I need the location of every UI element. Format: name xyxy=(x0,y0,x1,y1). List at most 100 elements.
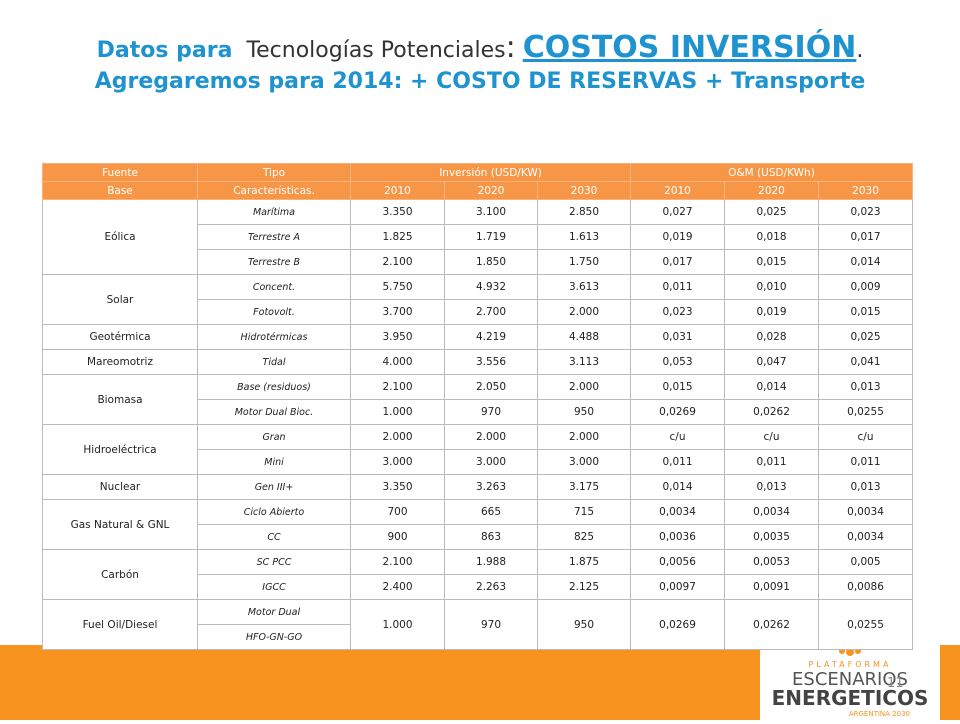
value-cell: 1.875 xyxy=(536,549,632,575)
value-cell: 0,014 xyxy=(818,249,914,275)
value-cell: 825 xyxy=(536,524,632,550)
value-cell: 950 xyxy=(536,599,632,650)
value-cell: 0,014 xyxy=(724,374,820,400)
tipo-cell: Terrestre A xyxy=(197,224,351,250)
value-cell: 0,018 xyxy=(724,224,820,250)
value-cell: 2.100 xyxy=(350,249,445,275)
fuente-cell: Mareomotriz xyxy=(42,349,198,375)
data-row: Geotérmica Hidrotérmicas 3.950 4.219 4.488 0,… xyxy=(42,324,914,350)
fuente-cell: Carbón xyxy=(42,549,198,600)
value-cell: 0,013 xyxy=(818,374,914,400)
fuente-cell: Biomasa xyxy=(42,374,198,425)
data-row: Carbón SC PCC 2.100 1.988 1.875 0,0056 0,0053 0… xyxy=(42,549,914,600)
value-cell: 0,0034 xyxy=(630,499,726,525)
value-cell: 0,023 xyxy=(630,299,726,325)
value-cell: 0,005 xyxy=(818,549,914,575)
tipo-cell: Ciclo Abierto xyxy=(197,499,351,525)
fuente-cell: Eólica xyxy=(42,199,198,275)
title-line: Datos para Tecnologías Potenciales: COST… xyxy=(0,30,960,65)
value-cell: 0,0097 xyxy=(630,574,726,600)
fuente-cell: Gas Natural & GNL xyxy=(42,499,198,550)
value-cell: 1.850 xyxy=(444,249,538,275)
header-cell: Base xyxy=(42,181,198,200)
value-cell: 0,0036 xyxy=(630,524,726,550)
header-row: Base Características. 2010 2020 2030 2010 2020… xyxy=(42,181,914,200)
value-cell: 0,0056 xyxy=(630,549,726,575)
value-cell: 5.750 xyxy=(350,274,445,300)
tipo-cell: Terrestre B xyxy=(197,249,351,275)
header-cell: Inversión (USD/KW) xyxy=(349,163,632,182)
title-period: . xyxy=(856,38,864,63)
value-cell: 3.350 xyxy=(350,199,445,225)
value-cell: 0,025 xyxy=(818,324,914,350)
value-cell: 3.350 xyxy=(350,474,445,500)
value-cell: 0,015 xyxy=(630,374,726,400)
value-cell: 0,0034 xyxy=(818,499,914,525)
data-row: Motor Dual Bioc. 1.000 970 950 0,0269 0,0262 0… xyxy=(43,399,914,425)
value-cell: 2.000 xyxy=(350,424,445,450)
tipo-cell: Concent. xyxy=(197,274,351,300)
tipo-cell: Mini xyxy=(197,449,351,475)
page-number: 11 xyxy=(887,676,904,691)
value-cell: 0,0034 xyxy=(724,499,820,525)
value-cell: 0,028 xyxy=(724,324,820,350)
value-cell: 0,0086 xyxy=(818,574,914,600)
value-cell: 0,0035 xyxy=(724,524,820,550)
value-cell: 1.000 xyxy=(350,399,445,425)
value-cell: 2.000 xyxy=(536,299,632,325)
header-row: Fuente Tipo Inversión (USD/KW) O&M (USD/KWh… xyxy=(42,163,914,182)
value-cell: 2.850 xyxy=(536,199,632,225)
value-cell: c/u xyxy=(818,424,914,450)
value-cell: 1.000 xyxy=(350,599,445,650)
value-cell: 0,027 xyxy=(630,199,726,225)
value-cell: 2.000 xyxy=(536,374,632,400)
value-cell: 950 xyxy=(536,399,632,425)
tipo-cell: Marítima xyxy=(197,199,351,225)
value-cell: 1.825 xyxy=(350,224,445,250)
value-cell: 700 xyxy=(350,499,445,525)
value-cell: 0,0034 xyxy=(818,524,914,550)
data-row: Eólica Marítima 3.350 3.100 2.850 0,027 0,025 0… xyxy=(42,199,914,275)
data-row: Biomasa Base (residuos) 2.100 2.050 2.000 0,0… xyxy=(42,374,914,425)
value-cell: 0,053 xyxy=(630,349,726,375)
value-cell: 0,0091 xyxy=(724,574,820,600)
value-cell: 1.750 xyxy=(536,249,632,275)
title-part: Tecnologías Potenciales xyxy=(246,38,506,63)
tipo-cell: Gran xyxy=(197,424,351,450)
logo-text: ESCENARIOS xyxy=(792,669,908,690)
logo-text: ENERGETICOS xyxy=(772,686,929,710)
tipo-cell: Motor Dual xyxy=(197,599,351,625)
fuente-cell: Nuclear xyxy=(42,474,198,500)
value-cell: 0,017 xyxy=(818,224,914,250)
tipo-cell: IGCC xyxy=(197,574,351,600)
value-cell: 0,019 xyxy=(630,224,726,250)
header-cell: 2020 xyxy=(724,181,820,200)
value-cell: 2.100 xyxy=(350,549,445,575)
value-cell: 4.219 xyxy=(444,324,538,350)
data-row: Gas Natural & GNL Ciclo Abierto 700 665 715 0… xyxy=(42,499,914,550)
fuente-cell: Solar xyxy=(42,274,198,325)
value-cell: 0,017 xyxy=(630,249,726,275)
value-cell: c/u xyxy=(724,424,820,450)
value-cell: 0,023 xyxy=(818,199,914,225)
value-cell: 3.100 xyxy=(444,199,538,225)
cost-table: Fuente Tipo Inversión (USD/KW) O&M (USD/KWh… xyxy=(42,163,914,650)
title-block: Datos para Tecnologías Potenciales: COST… xyxy=(0,30,960,94)
tipo-cell: Fotovolt. xyxy=(197,299,351,325)
header-cell: Fuente xyxy=(42,163,198,182)
value-cell: 2.000 xyxy=(536,424,632,450)
value-cell: 3.700 xyxy=(350,299,445,325)
data-row: HFO-GN-GO xyxy=(43,624,913,650)
value-cell: 3.556 xyxy=(444,349,538,375)
logo-text: PLATAFORMA xyxy=(809,660,892,669)
fuente-cell: Geotérmica xyxy=(42,324,198,350)
tipo-cell: Motor Dual Bioc. xyxy=(197,399,351,425)
value-cell: 0,014 xyxy=(630,474,726,500)
value-cell: 0,010 xyxy=(724,274,820,300)
title-colon: : xyxy=(505,30,516,65)
fuente-cell: Fuel Oil/Diesel xyxy=(42,599,198,650)
value-cell: 0,019 xyxy=(724,299,820,325)
value-cell: 0,041 xyxy=(818,349,914,375)
value-cell: 0,0269 xyxy=(630,599,726,650)
